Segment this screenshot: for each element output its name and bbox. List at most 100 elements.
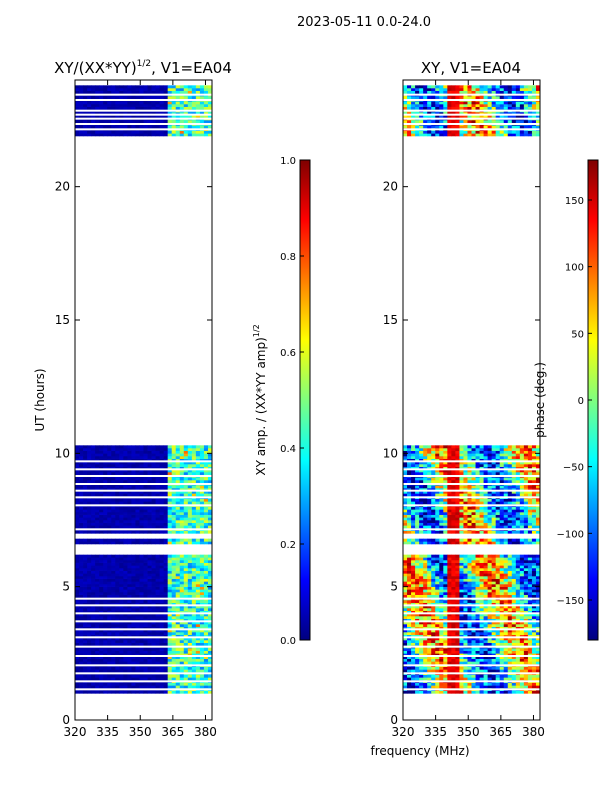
- heatmap-cell: [171, 589, 177, 593]
- heatmap-cell: [495, 618, 501, 622]
- heatmap-cell: [203, 557, 209, 561]
- heatmap-cell: [195, 616, 201, 619]
- heatmap-cell: [91, 512, 96, 515]
- heatmap-cell: [135, 112, 140, 115]
- heatmap-cell: [135, 674, 140, 678]
- heatmap-cell: [479, 618, 484, 622]
- heatmap-cell: [419, 592, 424, 595]
- heatmap-cell: [147, 538, 152, 542]
- heatmap-cell: [147, 525, 152, 529]
- heatmap-cell: [87, 485, 92, 489]
- heatmap-cell: [127, 677, 132, 681]
- heatmap-cell: [171, 498, 177, 502]
- heatmap-cell: [435, 586, 440, 590]
- heatmap-cell: [183, 613, 189, 617]
- heatmap-cell: [431, 605, 436, 609]
- heatmap-cell: [103, 512, 108, 515]
- heatmap-cell: [87, 514, 92, 518]
- heatmap-cell: [91, 133, 96, 137]
- heatmap-cell: [419, 610, 424, 614]
- heatmap-cell: [83, 522, 88, 526]
- heatmap-cell: [427, 648, 432, 651]
- heatmap-cell: [143, 666, 148, 670]
- heatmap-cell: [99, 621, 104, 625]
- heatmap-cell: [175, 461, 181, 465]
- heatmap-cell: [175, 90, 181, 94]
- heatmap-cell: [503, 637, 509, 641]
- heatmap-cell: [167, 677, 173, 681]
- heatmap-cell: [503, 640, 509, 643]
- heatmap-cell: [143, 648, 148, 651]
- heatmap-cell: [207, 517, 212, 521]
- heatmap-cell: [135, 690, 140, 694]
- heatmap-cell: [127, 104, 132, 107]
- heatmap-cell: [499, 624, 505, 627]
- heatmap-cell: [83, 509, 88, 513]
- heatmap-cell: [115, 501, 120, 505]
- heatmap-cell: [135, 570, 140, 574]
- heatmap-cell: [203, 586, 209, 590]
- heatmap-cell: [87, 96, 92, 99]
- heatmap-cell: [103, 458, 108, 462]
- heatmap-cell: [527, 616, 533, 619]
- heatmap-cell: [199, 458, 205, 462]
- heatmap-cell: [119, 480, 124, 483]
- heatmap-cell: [467, 624, 472, 627]
- heatmap-cell: [183, 616, 189, 619]
- heatmap-cell: [111, 104, 116, 107]
- heatmap-cell: [87, 626, 92, 630]
- heatmap-cell: [99, 112, 104, 115]
- heatmap-cell: [151, 642, 156, 646]
- heatmap-cell: [103, 666, 108, 670]
- heatmap-cell: [107, 626, 112, 630]
- heatmap-cell: [95, 656, 100, 659]
- heatmap-cell: [171, 626, 177, 630]
- heatmap-cell: [431, 656, 436, 659]
- heatmap-cell: [463, 616, 468, 619]
- heatmap-cell: [139, 581, 144, 585]
- heatmap-cell: [195, 578, 201, 582]
- heatmap-cell: [163, 589, 169, 593]
- heatmap-cell: [123, 594, 128, 598]
- heatmap-cell: [87, 493, 92, 497]
- heatmap-cell: [151, 581, 156, 585]
- heatmap-cell: [79, 578, 84, 582]
- heatmap-cell: [191, 584, 197, 587]
- heatmap-cell: [123, 448, 128, 451]
- heatmap-cell: [75, 621, 80, 625]
- heatmap-cell: [123, 634, 128, 638]
- heatmap-cell: [131, 677, 136, 681]
- heatmap-cell: [167, 525, 173, 529]
- heatmap-cell: [115, 448, 120, 451]
- gap-row: [75, 468, 212, 471]
- heatmap-cell: [187, 624, 193, 627]
- heatmap-cell: [187, 568, 193, 571]
- heatmap-cell: [175, 600, 181, 603]
- heatmap-cell: [83, 562, 88, 566]
- heatmap-cell: [483, 632, 489, 635]
- heatmap-cell: [95, 584, 100, 587]
- heatmap-cell: [183, 578, 189, 582]
- heatmap-cell: [183, 541, 189, 545]
- heatmap-cell: [103, 682, 108, 686]
- heatmap-cell: [167, 506, 173, 510]
- heatmap-cell: [187, 106, 193, 110]
- heatmap-cell: [159, 445, 165, 449]
- heatmap-cell: [203, 466, 209, 470]
- heatmap-cell: [83, 469, 88, 473]
- heatmap-cell: [167, 493, 173, 497]
- heatmap-cell: [131, 690, 136, 694]
- heatmap-cell: [143, 512, 148, 515]
- heatmap-cell: [523, 632, 529, 635]
- heatmap-cell: [119, 450, 124, 454]
- heatmap-cell: [155, 96, 161, 99]
- heatmap-cell: [491, 589, 497, 593]
- heatmap-cell: [95, 648, 100, 651]
- heatmap-cell: [523, 613, 529, 617]
- heatmap-cell: [151, 629, 156, 633]
- heatmap-cell: [175, 125, 181, 129]
- gap-row: [75, 504, 212, 507]
- heatmap-cell: [99, 506, 104, 510]
- heatmap-cell: [191, 112, 197, 115]
- heatmap-cell: [511, 634, 517, 638]
